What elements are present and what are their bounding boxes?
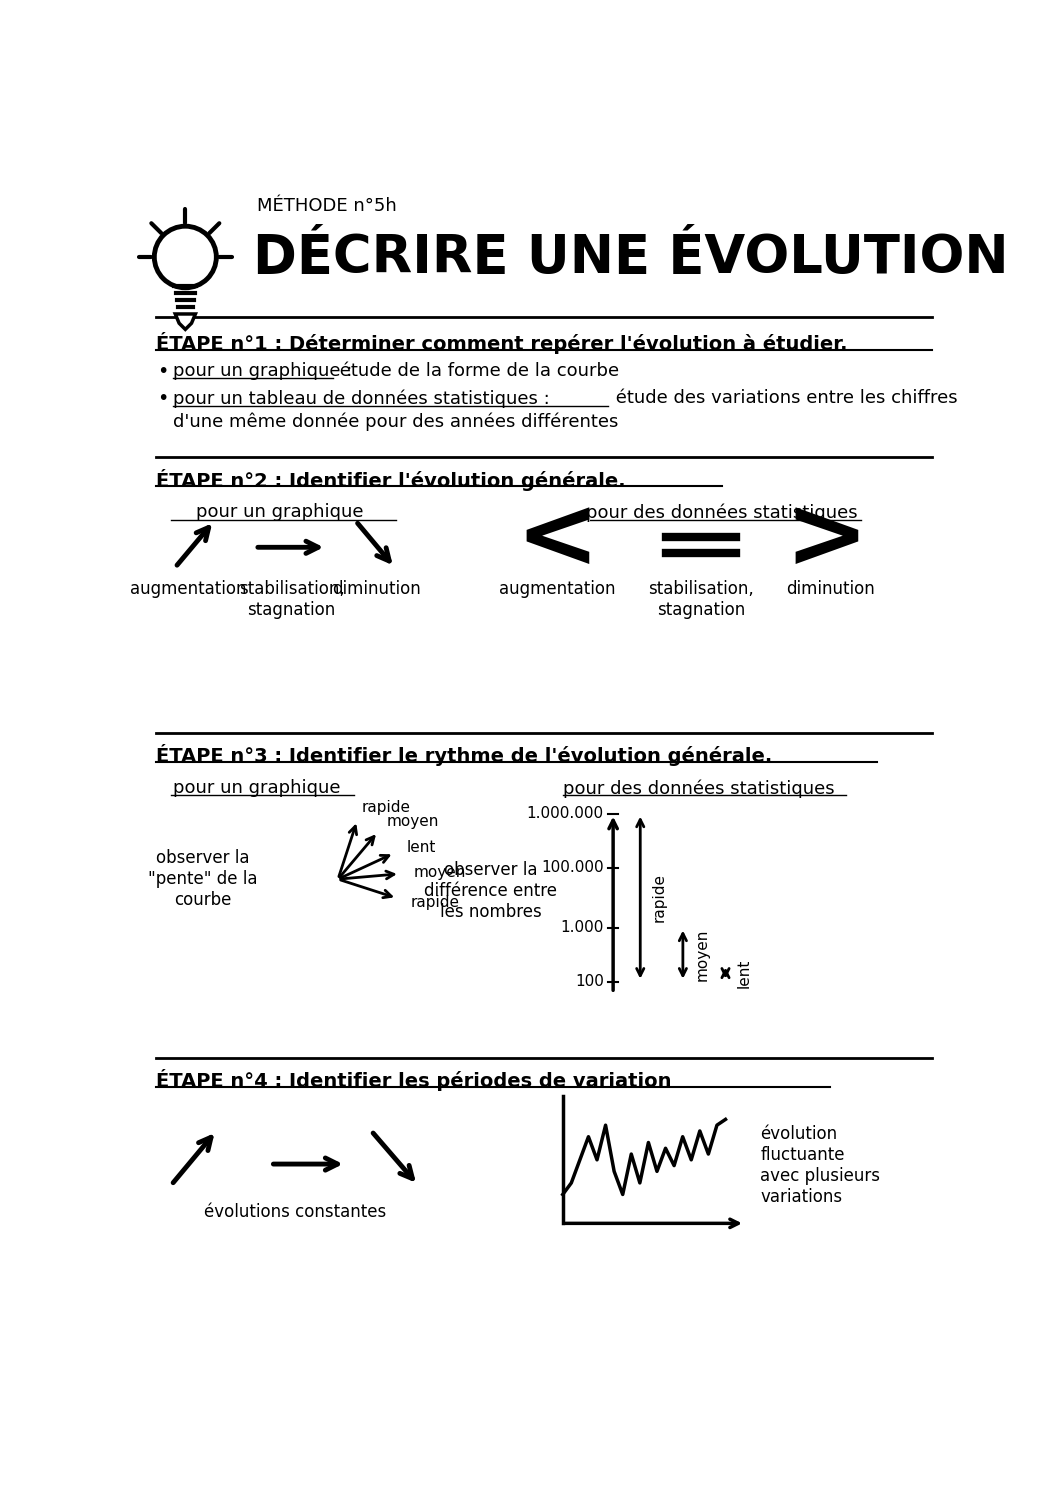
Text: étude de la forme de la courbe: étude de la forme de la courbe: [334, 362, 620, 380]
Text: évolution
fluctuante
avec plusieurs
variations: évolution fluctuante avec plusieurs vari…: [761, 1125, 881, 1206]
Text: 1.000.000: 1.000.000: [526, 806, 604, 820]
Text: pour un graphique: pour un graphique: [173, 778, 341, 796]
Text: pour des données statistiques: pour des données statistiques: [586, 504, 857, 522]
Text: moyen: moyen: [387, 815, 439, 830]
Circle shape: [154, 226, 216, 288]
Text: évolutions constantes: évolutions constantes: [205, 1203, 386, 1221]
Text: •: •: [157, 362, 169, 381]
Text: 1.000: 1.000: [560, 920, 604, 934]
Text: diminution: diminution: [786, 580, 874, 598]
Text: augmentation: augmentation: [131, 580, 246, 598]
Text: MÉTHODE n°5h: MÉTHODE n°5h: [257, 196, 397, 214]
Text: moyen: moyen: [695, 928, 710, 981]
Text: DÉCRIRE UNE ÉVOLUTION: DÉCRIRE UNE ÉVOLUTION: [253, 232, 1008, 285]
Text: •: •: [157, 390, 169, 408]
Text: pour des données statistiques: pour des données statistiques: [562, 778, 834, 798]
Text: observer la
"pente" de la
courbe: observer la "pente" de la courbe: [147, 849, 257, 909]
Text: diminution: diminution: [332, 580, 421, 598]
Text: 100: 100: [575, 974, 604, 988]
Text: stabilisation,
stagnation: stabilisation, stagnation: [648, 580, 753, 620]
Text: ÉTAPE n°1 : Déterminer comment repérer l'évolution à étudier.: ÉTAPE n°1 : Déterminer comment repérer l…: [156, 333, 848, 354]
Text: rapide: rapide: [651, 873, 667, 922]
Text: moyen: moyen: [414, 865, 466, 880]
Text: d'une même donnée pour des années différentes: d'une même donnée pour des années différ…: [173, 413, 619, 430]
Text: ÉTAPE n°4 : Identifier les périodes de variation: ÉTAPE n°4 : Identifier les périodes de v…: [156, 1070, 672, 1092]
Text: <: <: [516, 490, 599, 588]
Text: étude des variations entre les chiffres: étude des variations entre les chiffres: [610, 390, 958, 408]
Text: ÉTAPE n°2 : Identifier l'évolution générale.: ÉTAPE n°2 : Identifier l'évolution génér…: [156, 468, 626, 490]
Polygon shape: [175, 314, 195, 330]
Text: lent: lent: [406, 840, 436, 855]
Text: rapide: rapide: [411, 896, 459, 910]
Text: pour un tableau de données statistiques :: pour un tableau de données statistiques …: [173, 390, 550, 408]
Text: pour un graphique: pour un graphique: [196, 504, 364, 522]
Text: stabilisation,
stagnation: stabilisation, stagnation: [239, 580, 345, 620]
Text: ÉTAPE n°3 : Identifier le rythme de l'évolution générale.: ÉTAPE n°3 : Identifier le rythme de l'év…: [156, 744, 772, 766]
Text: >: >: [784, 490, 868, 588]
Text: 100.000: 100.000: [541, 859, 604, 874]
Text: rapide: rapide: [362, 800, 411, 814]
Text: lent: lent: [737, 958, 752, 988]
Text: augmentation: augmentation: [499, 580, 615, 598]
Text: observer la
différence entre
les nombres: observer la différence entre les nombres: [424, 861, 557, 921]
Text: pour un graphique :: pour un graphique :: [173, 362, 352, 380]
